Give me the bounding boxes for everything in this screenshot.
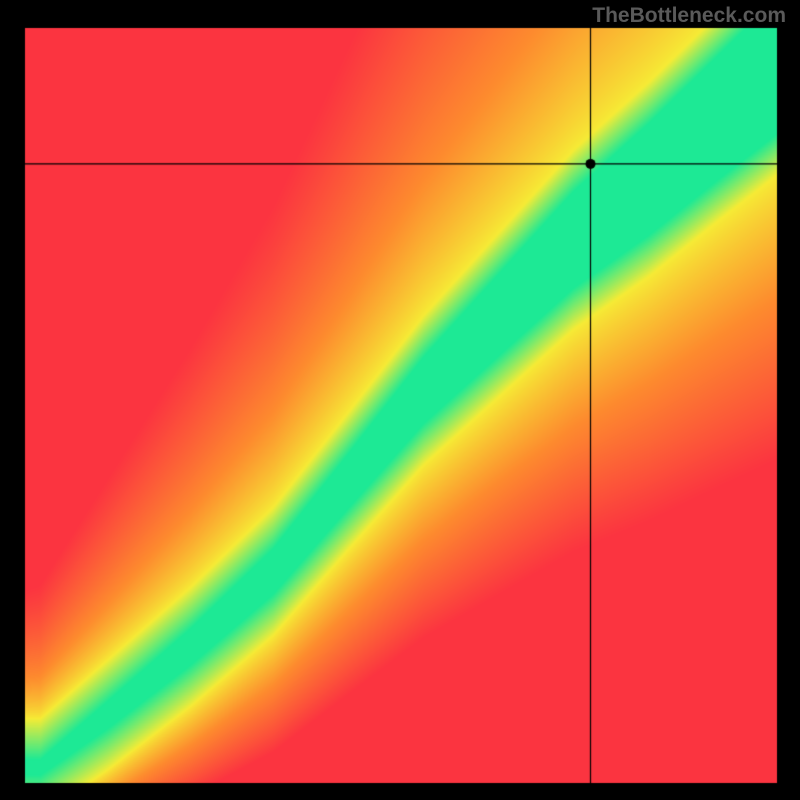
- watermark-text: TheBottleneck.com: [592, 4, 786, 28]
- chart-container: TheBottleneck.com: [0, 0, 800, 800]
- heatmap-canvas: [0, 0, 800, 800]
